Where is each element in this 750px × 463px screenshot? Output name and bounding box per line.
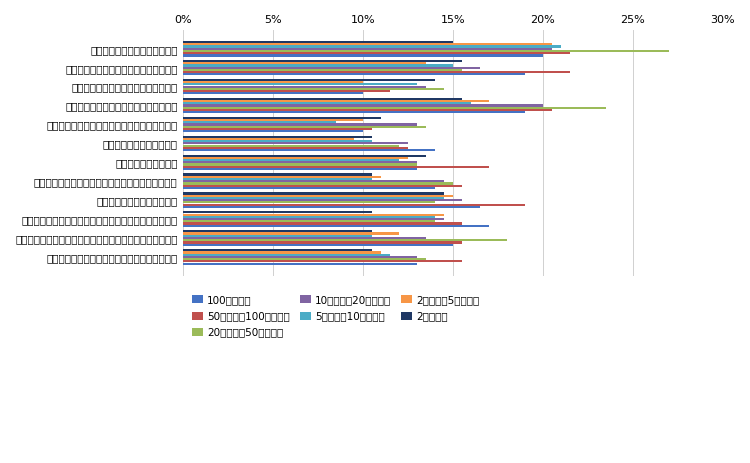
- Bar: [183, 185, 462, 187]
- Bar: [183, 90, 390, 92]
- Bar: [183, 216, 435, 218]
- Bar: [183, 251, 381, 254]
- Bar: [183, 163, 417, 166]
- Bar: [183, 62, 426, 64]
- Bar: [183, 100, 489, 102]
- Bar: [183, 138, 354, 140]
- Bar: [183, 197, 444, 199]
- Bar: [183, 60, 462, 62]
- Legend: 100万人以上, 50万人以上100万人未満, 20万人以上50万人未満, 10万人以上20万人未満, 5万人以上10万人未満, 2万人以上5万人未満, 2万人: 100万人以上, 50万人以上100万人未満, 20万人以上50万人未満, 10…: [188, 291, 484, 342]
- Bar: [183, 204, 525, 206]
- Bar: [183, 124, 417, 125]
- Bar: [183, 81, 363, 83]
- Bar: [183, 117, 381, 119]
- Bar: [183, 260, 462, 263]
- Bar: [183, 125, 426, 128]
- Bar: [183, 52, 570, 54]
- Bar: [183, 54, 543, 56]
- Bar: [183, 256, 417, 258]
- Bar: [183, 194, 453, 197]
- Bar: [183, 147, 408, 149]
- Bar: [183, 64, 453, 67]
- Bar: [183, 136, 372, 138]
- Bar: [183, 237, 426, 239]
- Bar: [183, 199, 462, 201]
- Bar: [183, 166, 489, 168]
- Bar: [183, 142, 408, 144]
- Bar: [183, 79, 435, 81]
- Bar: [183, 232, 399, 235]
- Bar: [183, 168, 417, 170]
- Bar: [183, 92, 363, 94]
- Bar: [183, 119, 363, 121]
- Bar: [183, 41, 453, 43]
- Bar: [183, 106, 606, 109]
- Bar: [183, 187, 435, 189]
- Bar: [183, 220, 435, 222]
- Bar: [183, 83, 417, 86]
- Bar: [183, 213, 444, 216]
- Bar: [183, 43, 552, 45]
- Bar: [183, 218, 444, 220]
- Bar: [183, 235, 372, 237]
- Bar: [183, 223, 462, 225]
- Bar: [183, 67, 480, 69]
- Bar: [183, 105, 543, 106]
- Bar: [183, 225, 489, 227]
- Bar: [183, 88, 444, 90]
- Bar: [183, 174, 372, 175]
- Bar: [183, 45, 561, 48]
- Bar: [183, 258, 426, 260]
- Bar: [183, 86, 426, 88]
- Bar: [183, 211, 372, 213]
- Bar: [183, 130, 363, 132]
- Bar: [183, 201, 435, 203]
- Bar: [183, 263, 417, 265]
- Bar: [183, 176, 381, 178]
- Bar: [183, 50, 669, 52]
- Bar: [183, 140, 372, 142]
- Bar: [183, 69, 462, 71]
- Bar: [183, 121, 336, 123]
- Bar: [183, 128, 372, 130]
- Bar: [183, 161, 417, 163]
- Bar: [183, 193, 444, 194]
- Bar: [183, 102, 471, 104]
- Bar: [183, 149, 435, 151]
- Bar: [183, 144, 399, 147]
- Bar: [183, 254, 390, 256]
- Bar: [183, 244, 453, 246]
- Bar: [183, 73, 525, 75]
- Bar: [183, 71, 570, 73]
- Bar: [183, 98, 462, 100]
- Bar: [183, 230, 372, 232]
- Bar: [183, 159, 399, 161]
- Bar: [183, 249, 372, 251]
- Bar: [183, 48, 552, 50]
- Bar: [183, 109, 552, 111]
- Bar: [183, 239, 507, 241]
- Bar: [183, 180, 444, 182]
- Bar: [183, 241, 462, 244]
- Bar: [183, 111, 525, 113]
- Bar: [183, 182, 453, 185]
- Bar: [183, 178, 372, 180]
- Bar: [183, 155, 426, 156]
- Bar: [183, 157, 408, 159]
- Bar: [183, 206, 480, 208]
